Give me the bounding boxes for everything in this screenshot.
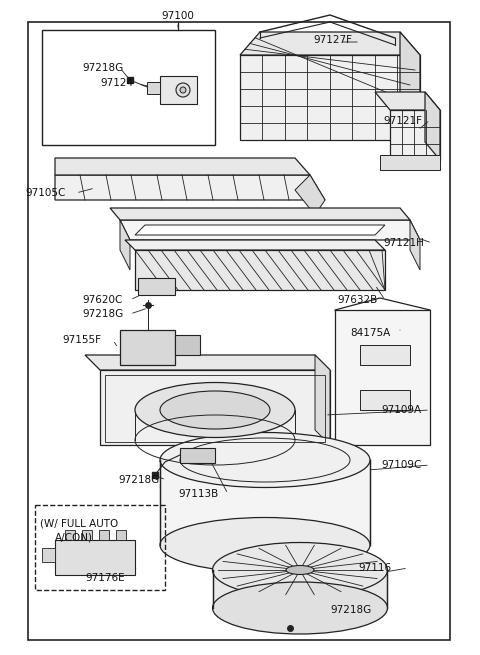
Polygon shape [360, 390, 410, 410]
Polygon shape [82, 530, 92, 540]
Text: 97155F: 97155F [62, 335, 101, 345]
Polygon shape [147, 82, 160, 94]
Text: 97218G: 97218G [330, 605, 371, 615]
Polygon shape [42, 548, 55, 562]
Polygon shape [175, 335, 200, 355]
Text: 97109C: 97109C [381, 460, 421, 470]
Polygon shape [360, 345, 410, 365]
Polygon shape [55, 540, 135, 575]
Polygon shape [390, 110, 440, 160]
Polygon shape [110, 208, 410, 220]
Ellipse shape [286, 565, 314, 574]
Ellipse shape [160, 517, 370, 572]
Ellipse shape [180, 87, 186, 93]
Polygon shape [85, 355, 330, 370]
Polygon shape [99, 530, 109, 540]
Text: (W/ FULL AUTO: (W/ FULL AUTO [40, 518, 118, 528]
Polygon shape [116, 530, 126, 540]
Text: 84175A: 84175A [350, 328, 390, 338]
Polygon shape [160, 76, 197, 104]
Text: 97113B: 97113B [178, 489, 218, 499]
Polygon shape [315, 355, 330, 445]
Polygon shape [55, 158, 310, 175]
Polygon shape [410, 220, 420, 270]
Text: 97218G: 97218G [82, 63, 123, 73]
Text: 97116: 97116 [358, 563, 391, 573]
Polygon shape [180, 448, 215, 463]
Polygon shape [380, 155, 440, 170]
Ellipse shape [213, 582, 387, 634]
Ellipse shape [213, 542, 387, 597]
Polygon shape [100, 370, 330, 445]
Text: 97100: 97100 [162, 11, 194, 21]
Polygon shape [375, 92, 440, 110]
Text: 97124: 97124 [100, 78, 133, 88]
Text: 97121F: 97121F [383, 116, 422, 126]
Text: A/CON): A/CON) [55, 533, 93, 543]
Text: 97105C: 97105C [25, 188, 65, 198]
Polygon shape [138, 278, 175, 295]
Polygon shape [135, 225, 385, 235]
Text: 97620C: 97620C [82, 295, 122, 305]
Text: 97218G: 97218G [118, 475, 159, 485]
Polygon shape [55, 175, 325, 200]
Ellipse shape [135, 383, 295, 438]
Polygon shape [120, 220, 420, 240]
Polygon shape [135, 250, 385, 290]
Polygon shape [213, 570, 387, 608]
Ellipse shape [160, 391, 270, 429]
Polygon shape [400, 32, 420, 140]
Text: 97218G: 97218G [82, 309, 123, 319]
Polygon shape [125, 240, 385, 250]
Text: 97109A: 97109A [381, 405, 421, 415]
Text: 97121H: 97121H [383, 238, 424, 248]
Polygon shape [65, 530, 75, 540]
Polygon shape [335, 310, 430, 445]
Polygon shape [160, 460, 370, 545]
Ellipse shape [176, 83, 190, 97]
Polygon shape [120, 330, 175, 365]
Polygon shape [425, 92, 440, 160]
Polygon shape [240, 55, 420, 140]
Text: 97127F: 97127F [313, 35, 352, 45]
Polygon shape [240, 32, 420, 55]
Ellipse shape [160, 432, 370, 487]
Polygon shape [120, 220, 130, 270]
Text: 97632B: 97632B [337, 295, 377, 305]
Polygon shape [295, 175, 325, 215]
Text: 97176E: 97176E [85, 573, 125, 583]
